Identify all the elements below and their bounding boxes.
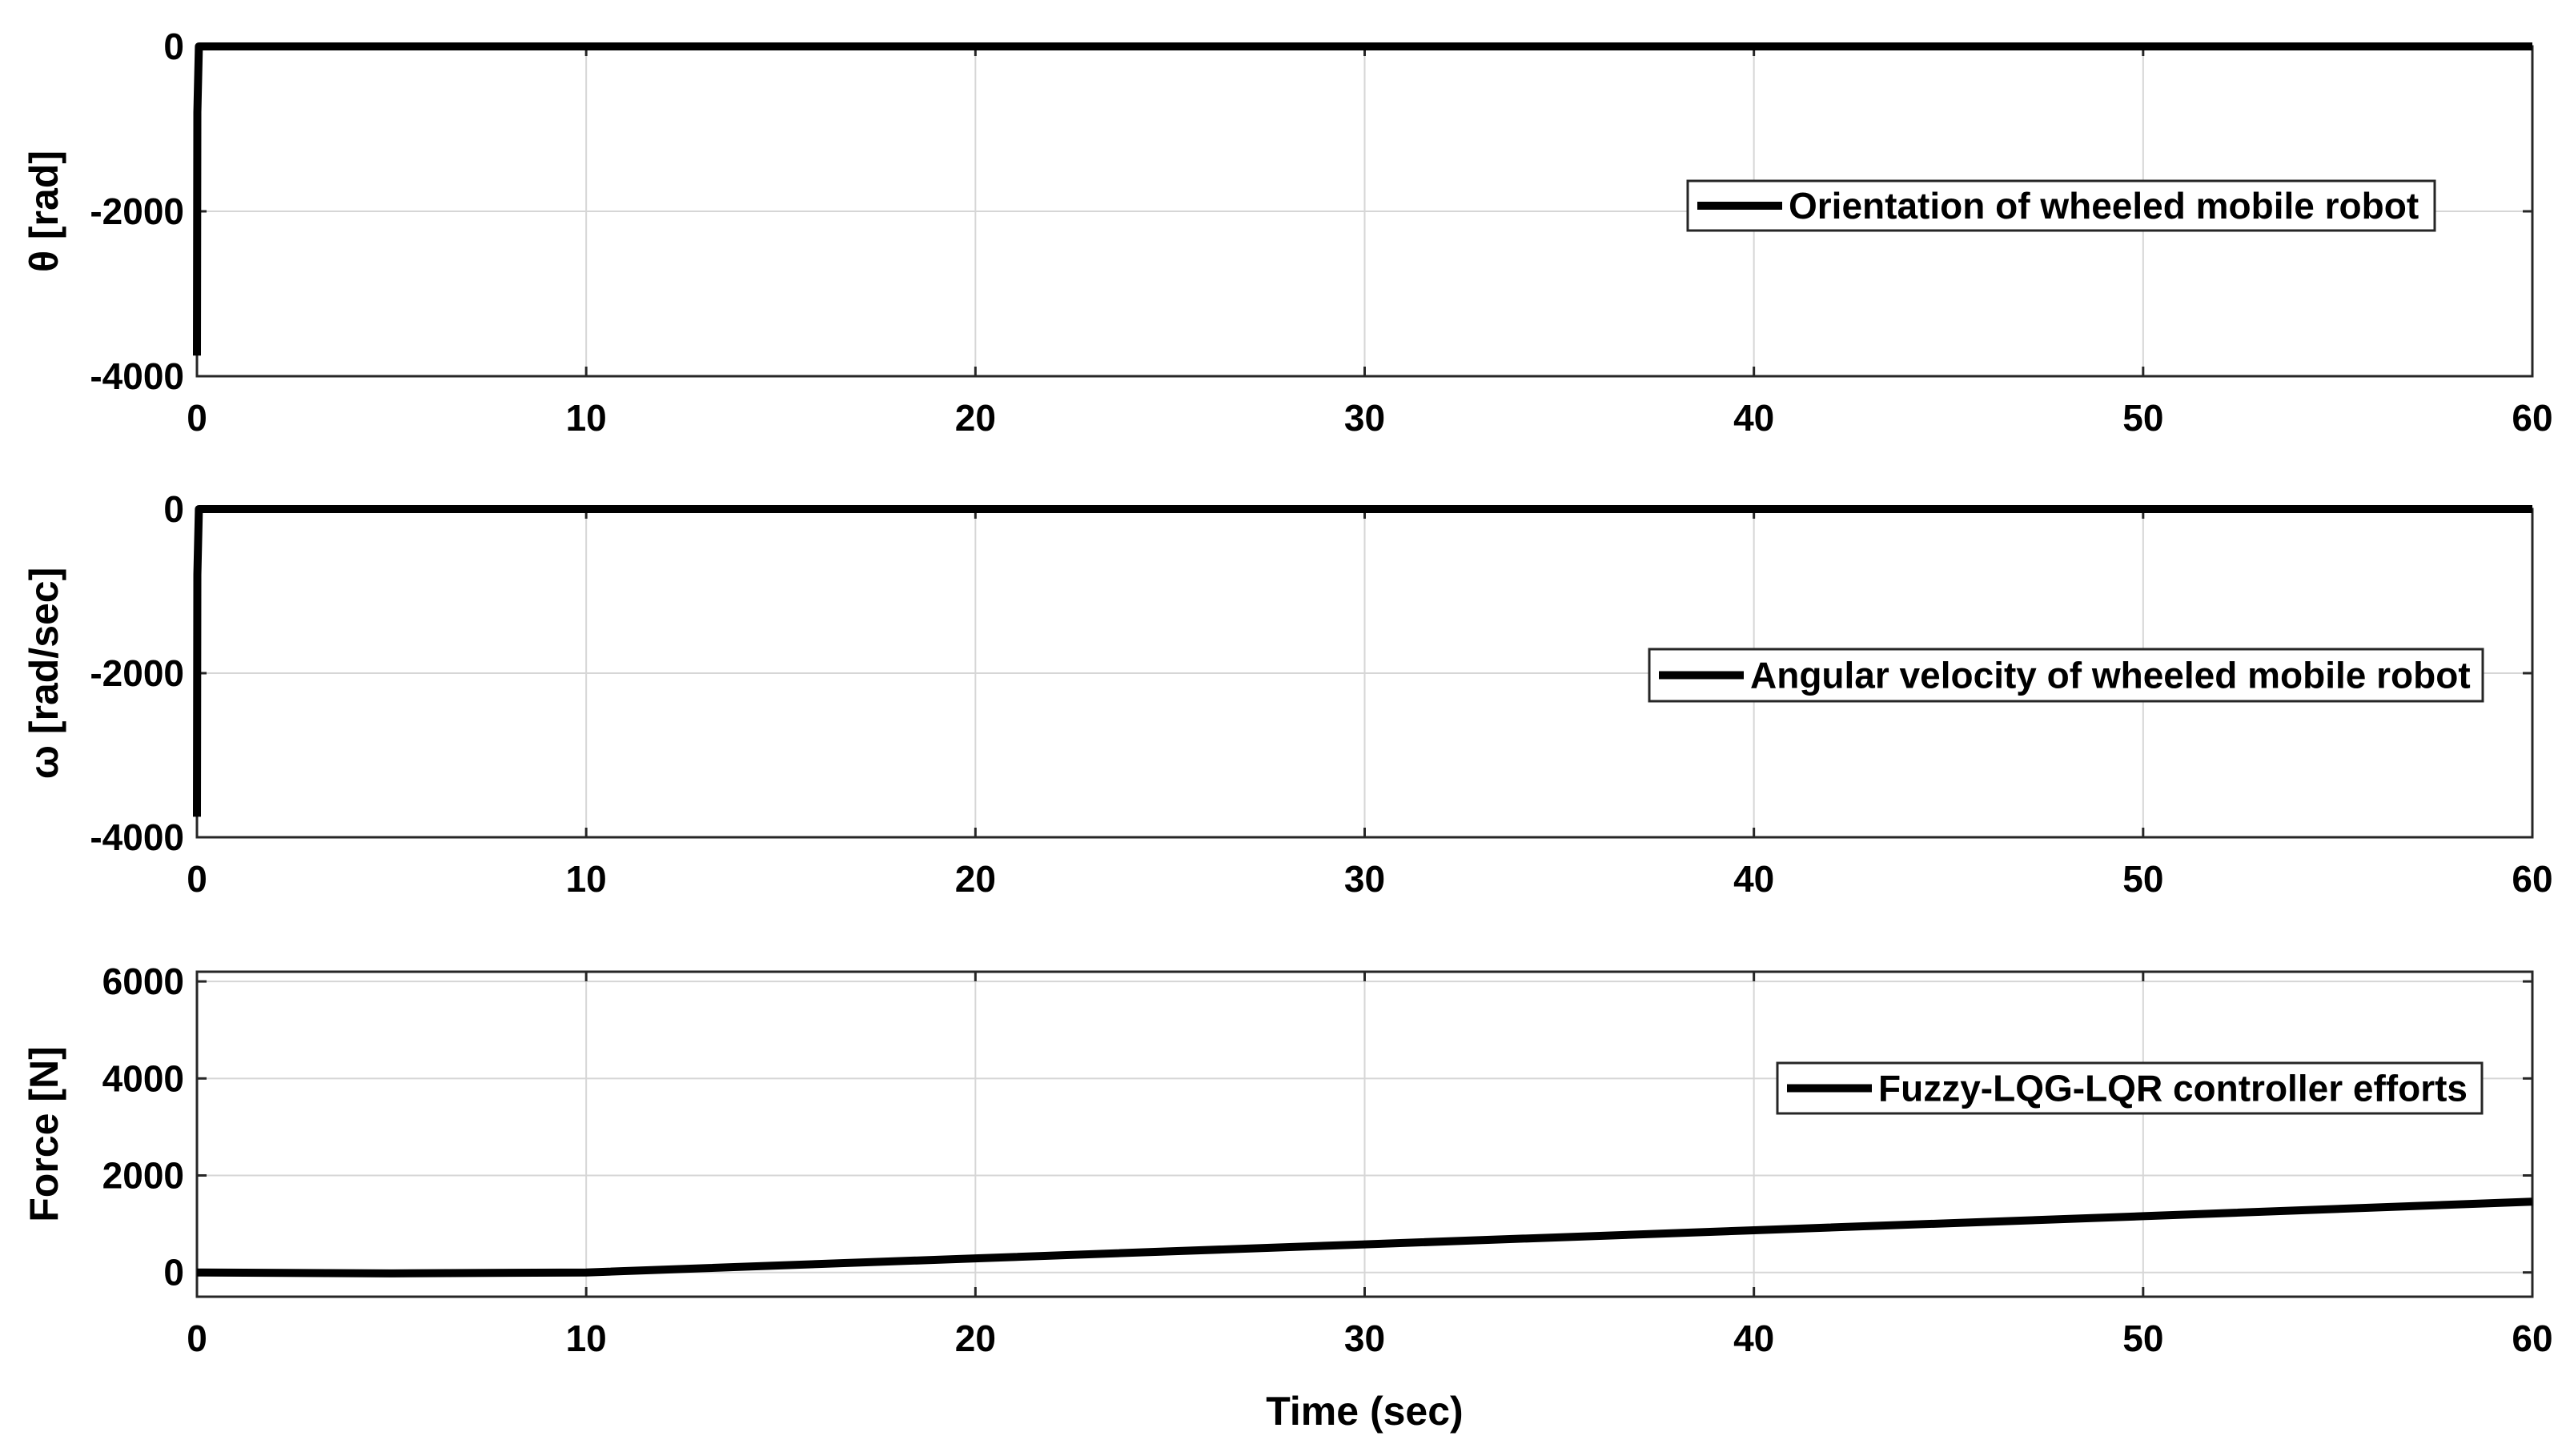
x-tick-label: 20 (955, 397, 996, 439)
x-tick-label: 20 (955, 1318, 996, 1359)
legend: Angular velocity of wheeled mobile robot (1648, 648, 2484, 703)
y-tick-label: 4000 (102, 1057, 184, 1099)
x-tick-label: 0 (187, 858, 207, 900)
legend-label: Fuzzy-LQG-LQR controller efforts (1878, 1068, 2468, 1109)
y-axis-label: θ [rad] (22, 150, 66, 272)
x-tick-label: 60 (2512, 397, 2552, 439)
x-tick-label: 30 (1344, 858, 1385, 900)
x-tick-label: 60 (2512, 1318, 2552, 1359)
legend: Fuzzy-LQG-LQR controller efforts (1776, 1061, 2484, 1115)
x-tick-label: 20 (955, 858, 996, 900)
y-axis-label: Force [N] (22, 1046, 66, 1221)
x-tick-label: 30 (1344, 1318, 1385, 1359)
legend: Orientation of wheeled mobile robot (1686, 179, 2436, 232)
x-tick-label: 50 (2122, 858, 2163, 900)
x-tick-label: 10 (566, 858, 607, 900)
panel-1: 0 10 20 30 40 50 60 0 -2000 -4000 θ [rad] Orientati… (22, 26, 2553, 439)
y-tick-label: 6000 (102, 961, 184, 1002)
legend-label: Angular velocity of wheeled mobile robot (1750, 655, 2471, 696)
panel-2: 0 10 20 30 40 50 60 0 -2000 -4000 ω [rad/sec] Angul… (22, 488, 2553, 900)
legend-label: Orientation of wheeled mobile robot (1789, 185, 2419, 227)
y-tick-label: 0 (163, 1252, 184, 1294)
y-tick-label: -4000 (90, 816, 184, 858)
y-tick-label: 0 (163, 488, 184, 530)
panel-3: 0 10 20 30 40 50 60 0 2000 4000 6000 Force [N] Time … (22, 961, 2553, 1434)
y-tick-label: -4000 (90, 355, 184, 397)
x-tick-label: 40 (1733, 858, 1774, 900)
x-tick-label: 40 (1733, 397, 1774, 439)
x-tick-label: 10 (566, 1318, 607, 1359)
x-tick-label: 0 (187, 397, 207, 439)
y-tick-label: 2000 (102, 1155, 184, 1197)
series-line (196, 1197, 2533, 1278)
x-tick-label: 0 (187, 1318, 207, 1359)
legend-box (1776, 1061, 2484, 1115)
x-axis-label: Time (sec) (1266, 1389, 1463, 1434)
x-tick-label: 10 (566, 397, 607, 439)
y-tick-label: -2000 (90, 652, 184, 694)
legend-box (1648, 648, 2484, 703)
series-line (193, 42, 2532, 356)
x-tick-label: 50 (2122, 1318, 2163, 1359)
x-tick-label: 60 (2512, 858, 2552, 900)
series-line (193, 505, 2532, 817)
y-axis-label: ω [rad/sec] (22, 568, 66, 780)
y-tick-label: 0 (163, 26, 184, 67)
x-tick-label: 40 (1733, 1318, 1774, 1359)
x-tick-label: 30 (1344, 397, 1385, 439)
y-tick-label: -2000 (90, 191, 184, 232)
legend-box (1686, 179, 2436, 232)
x-tick-label: 50 (2122, 397, 2163, 439)
